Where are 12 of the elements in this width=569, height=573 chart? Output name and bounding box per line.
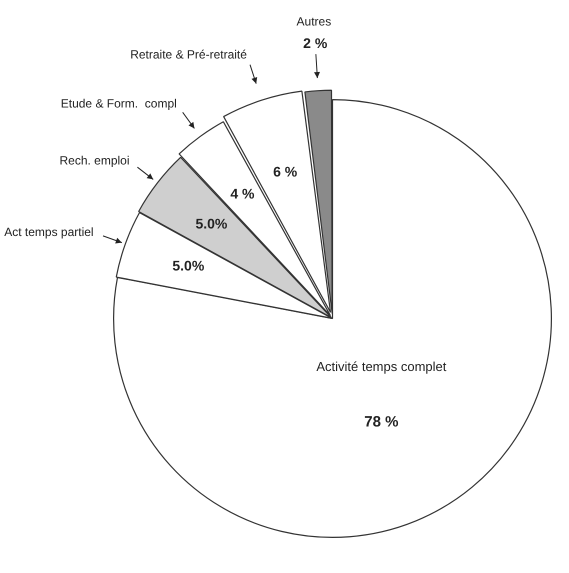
data-label: 5.0% [172, 257, 205, 274]
slice-label: Autres [296, 14, 332, 28]
slice-label: Activité temps complet [316, 359, 447, 374]
slice-label: Act temps partiel [4, 224, 94, 239]
slice-label: Retraite & Pré-retraité [130, 47, 248, 62]
slice-label: Etude & Form. compl [60, 96, 177, 111]
data-label: 4 % [230, 185, 256, 202]
data-label: 6 % [273, 164, 298, 180]
data-label: 2 % [303, 35, 328, 51]
slice-label: Rech. emploi [59, 153, 130, 168]
data-label: 78 % [364, 414, 398, 431]
data-label: 5.0% [195, 215, 228, 232]
